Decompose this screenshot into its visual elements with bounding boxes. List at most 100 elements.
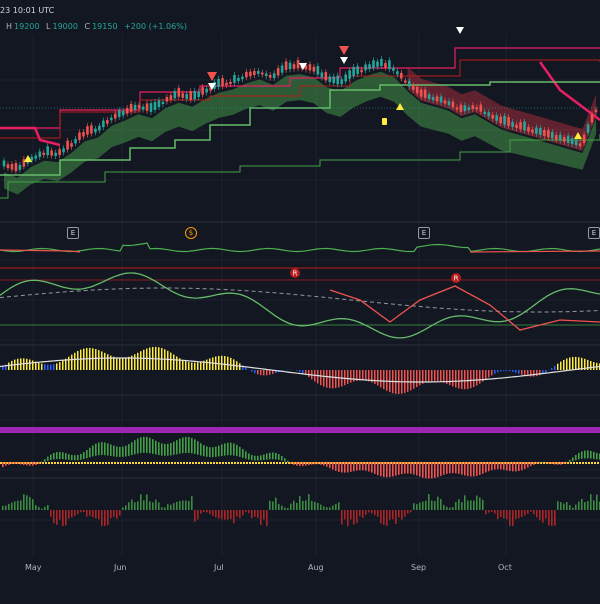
histogram-bar xyxy=(380,370,382,387)
momentum-bar xyxy=(392,462,394,476)
momentum-bar xyxy=(506,462,508,470)
momentum-bar xyxy=(518,462,520,471)
candle xyxy=(555,135,558,139)
momentum-bar xyxy=(554,462,556,465)
momentum-bar xyxy=(125,446,127,457)
momentum-bar xyxy=(53,453,55,459)
momentum-bar xyxy=(488,462,490,471)
histogram-bar xyxy=(545,370,547,372)
momentum-bar xyxy=(542,462,544,463)
momentum-bar xyxy=(596,453,598,460)
histogram-bar xyxy=(62,361,64,370)
volume-bar xyxy=(365,510,367,515)
momentum-bar xyxy=(113,446,115,457)
candle xyxy=(583,135,586,143)
volume-bar xyxy=(233,510,235,523)
momentum-bar xyxy=(164,444,166,456)
histogram-bar xyxy=(419,370,421,385)
volume-bar xyxy=(257,510,259,518)
earnings-event-icon[interactable]: E xyxy=(418,227,430,239)
candle xyxy=(428,94,431,99)
momentum-bar xyxy=(179,439,181,454)
dividend-event-icon[interactable]: $ xyxy=(185,227,197,239)
volume-bar xyxy=(533,510,535,514)
histogram-bar xyxy=(497,370,499,372)
histogram-bar xyxy=(104,353,106,370)
volume-bar xyxy=(44,507,46,510)
histogram-bar xyxy=(317,370,319,383)
momentum-bar xyxy=(29,462,31,466)
histogram-bar xyxy=(176,356,178,370)
momentum-bar xyxy=(302,462,304,466)
candle xyxy=(122,111,125,115)
momentum-bar xyxy=(326,462,328,467)
candle xyxy=(98,126,101,131)
histogram-bar xyxy=(362,370,364,380)
histogram-bar xyxy=(182,360,184,370)
histogram-bar xyxy=(434,370,436,381)
momentum-bar xyxy=(128,444,130,456)
momentum-bar xyxy=(509,462,511,471)
earnings-event-icon[interactable]: E xyxy=(67,227,79,239)
momentum-bar xyxy=(551,462,553,464)
histogram-bar xyxy=(194,363,196,370)
momentum-bar xyxy=(278,454,280,460)
volume-bar xyxy=(317,503,319,510)
histogram-bar xyxy=(470,370,472,388)
trend-line xyxy=(0,243,600,251)
candle xyxy=(368,64,371,69)
momentum-bar xyxy=(419,462,421,477)
candle xyxy=(348,70,351,78)
volume-bar xyxy=(98,510,100,519)
candle xyxy=(249,72,252,76)
earnings-event-icon[interactable]: E xyxy=(588,227,600,239)
momentum-bar xyxy=(308,462,310,465)
volume-bar xyxy=(59,510,61,519)
momentum-bar xyxy=(89,448,91,458)
momentum-bar xyxy=(260,455,262,460)
candle xyxy=(432,97,435,100)
volume-bar xyxy=(53,510,55,523)
oscillator-line xyxy=(0,273,600,338)
volume-bar xyxy=(47,505,49,510)
volume-bar xyxy=(569,505,571,510)
momentum-bar xyxy=(404,462,406,474)
histogram-bar xyxy=(491,370,493,375)
histogram-bar xyxy=(245,368,247,370)
momentum-bar xyxy=(101,442,103,455)
momentum-bar xyxy=(107,443,109,455)
volume-bar xyxy=(74,510,76,516)
volume-bar xyxy=(224,510,226,520)
momentum-bar xyxy=(218,446,220,457)
momentum-bar xyxy=(341,462,343,472)
histogram-bar xyxy=(95,349,97,370)
candle xyxy=(539,128,542,135)
momentum-bar xyxy=(317,462,319,464)
histogram-bar xyxy=(71,355,73,370)
candle xyxy=(74,139,77,143)
volume-bar xyxy=(152,502,154,510)
momentum-bar xyxy=(62,452,64,459)
candle xyxy=(253,71,256,75)
oscillator-line xyxy=(330,286,600,330)
candle xyxy=(400,73,403,79)
momentum-bar xyxy=(65,453,67,459)
histogram-bar xyxy=(53,364,55,370)
momentum-bar xyxy=(356,462,358,471)
candle xyxy=(170,95,173,100)
candle xyxy=(126,108,129,113)
momentum-bar xyxy=(461,462,463,475)
momentum-bar xyxy=(68,454,70,460)
volume-bar xyxy=(242,510,244,515)
candle xyxy=(90,125,93,133)
header-time: 23 10:01 UTC xyxy=(0,6,54,15)
histogram-bar xyxy=(359,370,361,380)
momentum-bar xyxy=(437,462,439,477)
volume-bar xyxy=(29,497,31,510)
x-tick-label: Oct xyxy=(498,563,512,572)
candle xyxy=(31,157,34,161)
volume-bar xyxy=(197,510,199,519)
histogram-bar xyxy=(197,362,199,370)
